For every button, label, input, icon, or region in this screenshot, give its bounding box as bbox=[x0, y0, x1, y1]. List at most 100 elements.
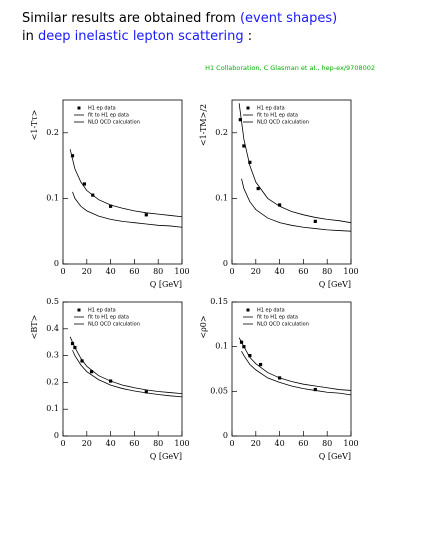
y-tick-label: 0.2 bbox=[46, 128, 59, 137]
data-point bbox=[82, 182, 87, 186]
plot-frame bbox=[62, 301, 183, 437]
x-tick-label: 80 bbox=[153, 439, 163, 448]
legend-label: H1 ep data bbox=[257, 106, 285, 112]
y-tick-label: 0.5 bbox=[46, 297, 59, 306]
legend-symbol bbox=[246, 308, 250, 312]
x-axis-label: Q [GeV] bbox=[319, 280, 351, 289]
x-tick-label: 100 bbox=[343, 439, 358, 448]
x-tick-label: 60 bbox=[298, 267, 308, 276]
x-tick-label: 0 bbox=[229, 267, 234, 276]
data-point bbox=[238, 118, 242, 122]
data-point bbox=[70, 154, 75, 158]
header-line-1: Similar results are obtained from (event… bbox=[22, 11, 337, 26]
y-axis-label: <ρ0> bbox=[199, 315, 208, 338]
curve bbox=[72, 191, 183, 228]
plot-frame bbox=[231, 99, 352, 265]
legend-label: H1 ep data bbox=[88, 308, 116, 314]
data-point bbox=[70, 341, 75, 346]
y-tick-label: 0.05 bbox=[210, 386, 228, 395]
data-point bbox=[80, 359, 84, 363]
data-point bbox=[144, 213, 148, 217]
plot-frame bbox=[231, 301, 352, 437]
header-highlight: deep inelastic lepton scattering bbox=[38, 29, 244, 44]
data-point bbox=[313, 387, 317, 392]
legend-symbol bbox=[246, 106, 250, 110]
y-axis-label: <1-TM>/2 bbox=[199, 104, 208, 146]
y-axis-label: <BT> bbox=[30, 315, 39, 340]
x-tick-label: 60 bbox=[129, 439, 139, 448]
header-highlight: (event shapes) bbox=[240, 11, 337, 26]
y-axis-label: <1-Tτ> bbox=[30, 110, 39, 141]
plot-frame bbox=[62, 99, 183, 265]
x-axis-label: Q [GeV] bbox=[319, 452, 351, 461]
data-point bbox=[278, 203, 282, 207]
x-tick-label: 40 bbox=[275, 439, 285, 448]
x-tick-label: 20 bbox=[82, 439, 92, 448]
header-line-2: in deep inelastic lepton scattering : bbox=[22, 29, 252, 44]
x-tick-label: 20 bbox=[251, 267, 261, 276]
curve bbox=[238, 103, 352, 224]
x-tick-label: 0 bbox=[229, 439, 234, 448]
legend-label: H1 ep data bbox=[88, 106, 116, 112]
x-tick-label: 40 bbox=[275, 267, 285, 276]
y-tick-label: 0 bbox=[54, 431, 59, 440]
legend-label: NLO QCD calculation bbox=[257, 322, 309, 328]
x-tick-label: 60 bbox=[298, 439, 308, 448]
curve bbox=[241, 178, 352, 232]
x-axis-label: Q [GeV] bbox=[150, 280, 182, 289]
header-text: Similar results are obtained from bbox=[22, 11, 236, 26]
y-tick-label: 0.15 bbox=[210, 297, 228, 306]
x-tick-label: 100 bbox=[174, 267, 189, 276]
x-tick-label: 80 bbox=[153, 267, 163, 276]
data-point bbox=[144, 390, 148, 394]
x-tick-label: 40 bbox=[106, 439, 116, 448]
data-point bbox=[89, 370, 94, 374]
x-tick-label: 100 bbox=[343, 267, 358, 276]
x-tick-label: 60 bbox=[129, 267, 139, 276]
y-tick-label: 0.1 bbox=[46, 404, 59, 413]
curve bbox=[241, 350, 352, 396]
x-tick-label: 100 bbox=[174, 439, 189, 448]
data-point bbox=[248, 354, 252, 358]
y-tick-label: 0.3 bbox=[46, 351, 59, 360]
x-tick-label: 80 bbox=[322, 439, 332, 448]
curve bbox=[69, 336, 183, 395]
data-point bbox=[109, 204, 113, 208]
data-point bbox=[313, 219, 317, 223]
legend-label: fit to H1 ep data bbox=[88, 315, 129, 321]
legend-label: NLO QCD calculation bbox=[88, 120, 140, 126]
legend-symbol bbox=[77, 106, 81, 110]
y-tick-label: 0.1 bbox=[46, 193, 59, 202]
curve bbox=[69, 149, 183, 218]
y-tick-label: 0.2 bbox=[46, 377, 59, 386]
legend-label: NLO QCD calculation bbox=[88, 322, 140, 328]
x-tick-label: 0 bbox=[60, 267, 65, 276]
legend-label: NLO QCD calculation bbox=[257, 120, 309, 126]
legend-label: fit to H1 ep data bbox=[257, 315, 298, 321]
curve bbox=[238, 337, 352, 391]
header-text: : bbox=[248, 29, 252, 44]
y-tick-label: 0 bbox=[223, 431, 228, 440]
data-point bbox=[248, 160, 252, 164]
y-tick-label: 0 bbox=[223, 259, 228, 268]
y-tick-label: 0.4 bbox=[46, 324, 59, 333]
x-tick-label: 20 bbox=[82, 267, 92, 276]
y-tick-label: 0.1 bbox=[215, 193, 228, 202]
citation: H1 Collaboration, C Glasman et al., hep-… bbox=[205, 64, 375, 72]
data-point bbox=[256, 186, 260, 191]
x-tick-label: 20 bbox=[251, 439, 261, 448]
legend-label: H1 ep data bbox=[257, 308, 285, 314]
data-point bbox=[242, 144, 246, 148]
data-point bbox=[258, 362, 263, 367]
legend-symbol bbox=[77, 308, 81, 312]
y-tick-label: 0.1 bbox=[215, 342, 228, 351]
curve bbox=[72, 350, 183, 398]
x-tick-label: 80 bbox=[322, 267, 332, 276]
x-tick-label: 40 bbox=[106, 267, 116, 276]
y-tick-label: 0 bbox=[54, 259, 59, 268]
legend-label: fit to H1 ep data bbox=[257, 113, 298, 119]
x-axis-label: Q [GeV] bbox=[150, 452, 182, 461]
legend-label: fit to H1 ep data bbox=[88, 113, 129, 119]
y-tick-label: 0.2 bbox=[215, 128, 228, 137]
